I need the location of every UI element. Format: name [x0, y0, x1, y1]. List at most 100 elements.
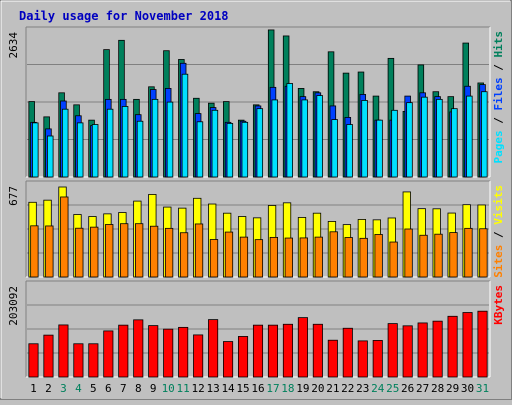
day-label-9: 9	[150, 382, 157, 395]
bar-kbytes-day-2	[43, 334, 54, 378]
bar-kbytes-day-4	[73, 343, 84, 378]
day-label-14: 14	[221, 382, 235, 395]
bar-kbytes-day-27	[417, 322, 428, 378]
day-label-22: 22	[341, 382, 354, 395]
bar-sites-day-20	[314, 236, 323, 278]
bar-sites-day-5	[90, 226, 99, 278]
bar-kbytes-day-15	[237, 336, 249, 378]
legend-entry-pages: Pages	[492, 130, 505, 163]
day-label-3: 3	[60, 382, 67, 395]
day-label-1: 1	[30, 382, 37, 395]
bar-sites-day-6	[105, 224, 114, 278]
bar-sites-day-27	[419, 234, 428, 278]
day-label-29: 29	[446, 382, 459, 395]
bar-pages-day-26	[406, 102, 413, 178]
legend-entry-hits: Hits	[492, 31, 505, 58]
day-label-12: 12	[192, 382, 205, 395]
bar-sites-day-3	[60, 196, 69, 278]
bar-sites-day-4	[75, 227, 84, 278]
bar-pages-day-18	[286, 83, 293, 178]
bar-kbytes-day-21	[327, 339, 338, 378]
day-label-16: 16	[251, 382, 264, 395]
bar-kbytes-day-25	[387, 323, 398, 378]
bar-sites-day-7	[120, 223, 129, 278]
panel-kbytes-legend: KBytes	[492, 285, 505, 325]
day-label-10: 10	[162, 382, 175, 395]
day-label-25: 25	[386, 382, 399, 395]
day-label-26: 26	[401, 382, 414, 395]
bar-pages-day-24	[376, 119, 383, 178]
bar-pages-day-3	[61, 108, 69, 178]
bar-pages-day-20	[316, 95, 323, 178]
day-label-7: 7	[120, 382, 127, 395]
day-label-23: 23	[356, 382, 369, 395]
panel-kbytes-max-label: 203092	[7, 286, 20, 326]
bar-kbytes-day-29	[447, 315, 458, 378]
bar-kbytes-day-7	[118, 324, 129, 378]
bar-pages-day-21	[331, 119, 338, 178]
day-label-18: 18	[281, 382, 294, 395]
bar-kbytes-day-6	[103, 330, 114, 378]
bar-kbytes-day-22	[342, 327, 353, 378]
bar-kbytes-day-17	[267, 324, 279, 378]
bar-pages-day-31	[481, 91, 488, 178]
legend-separator: /	[492, 58, 505, 78]
day-label-20: 20	[311, 382, 324, 395]
bar-kbytes-day-28	[432, 320, 443, 378]
bar-kbytes-day-31	[477, 310, 488, 378]
bar-sites-day-14	[224, 231, 234, 278]
bar-kbytes-day-11	[178, 326, 189, 378]
day-label-24: 24	[371, 382, 385, 395]
bar-sites-day-13	[209, 239, 219, 278]
bar-pages-day-10	[166, 101, 174, 178]
bar-sites-day-17	[269, 236, 279, 278]
bar-sites-day-25	[389, 241, 398, 278]
bar-pages-day-1	[32, 122, 39, 178]
bar-sites-day-29	[449, 232, 458, 278]
legend-entry-sites: Sites	[492, 245, 505, 278]
bar-sites-day-18	[284, 237, 293, 278]
bar-kbytes-day-30	[462, 312, 473, 378]
legend-entry-visits: Visits	[492, 185, 505, 225]
bar-sites-day-26	[404, 228, 413, 278]
bar-kbytes-day-20	[312, 323, 323, 378]
panel-hits-files-pages-legend: Pages / Files / Hits	[492, 31, 505, 164]
day-label-2: 2	[45, 382, 52, 395]
day-label-30: 30	[461, 382, 474, 395]
bar-pages-day-7	[121, 106, 129, 178]
bar-sites-day-12	[194, 223, 204, 278]
bar-sites-day-16	[254, 239, 264, 278]
day-label-5: 5	[90, 382, 97, 395]
bar-pages-day-22	[346, 124, 353, 178]
bar-pages-day-5	[91, 124, 99, 178]
legend-entry-files: Files	[492, 77, 505, 110]
bar-kbytes-day-9	[148, 325, 159, 378]
bar-sites-day-21	[329, 231, 338, 278]
bar-kbytes-day-1	[28, 343, 39, 378]
bar-sites-day-31	[479, 228, 488, 278]
bar-pages-day-19	[301, 99, 308, 178]
bar-kbytes-day-16	[252, 324, 264, 378]
legend-separator: /	[492, 111, 505, 131]
day-label-28: 28	[431, 382, 444, 395]
panels-layer: 26 34 Pages / Files / Hits 677 Sites / Visit…	[7, 26, 505, 395]
day-label-4: 4	[75, 382, 82, 395]
bar-pages-day-25	[391, 109, 398, 178]
panel-visits-sites-max-label: 677	[7, 186, 20, 206]
day-label-17: 17	[266, 382, 279, 395]
day-label-31: 31	[476, 382, 489, 395]
bar-pages-day-15	[241, 121, 249, 178]
bar-pages-day-11	[181, 73, 189, 178]
bar-sites-day-28	[434, 233, 443, 278]
bar-pages-day-14	[226, 123, 234, 178]
bar-sites-day-22	[344, 237, 353, 278]
panel-visits-sites-legend: Sites / Visits	[492, 185, 505, 278]
bar-pages-day-13	[211, 109, 219, 178]
chart-title: Daily usage for November 2018	[19, 9, 229, 23]
bar-kbytes-day-5	[88, 343, 99, 378]
bar-sites-day-9	[149, 225, 159, 278]
bar-sites-day-8	[135, 223, 144, 278]
bar-pages-day-27	[421, 96, 428, 178]
bar-kbytes-day-23	[357, 340, 368, 378]
bar-sites-day-15	[239, 236, 249, 278]
